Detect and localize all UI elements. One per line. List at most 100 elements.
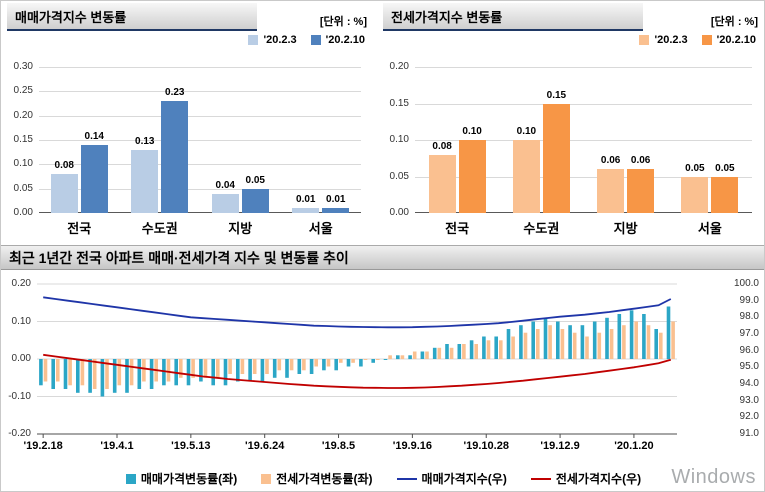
bar [585,336,589,359]
bar [617,314,622,359]
legend-line-swatch [530,477,551,480]
category-label: 수도권 [141,221,178,236]
bar [211,359,215,386]
bar [531,321,535,359]
bar [240,359,245,374]
panel-header: 전세가격지수 변동률 [단위 : %] [383,3,760,31]
y-axis-label: 0.05 [389,170,409,182]
bar-groups: 0.08 0.10 0.10 0.15 0.06 0.06 0.05 0.05 [415,67,752,213]
bar [359,359,363,367]
bar [88,359,92,393]
x-axis-label: '19.8.5 [321,440,356,452]
bar [92,359,97,389]
category-label: 서울 [697,221,722,236]
y-axis-label: 0.30 [13,61,33,72]
bar [68,359,72,386]
x-axis-label: '19.6.24 [245,440,285,452]
y-axis-label: 0.20 [389,61,409,72]
bar [346,359,351,367]
bar [265,359,269,374]
bar [326,359,331,367]
bar [56,359,60,382]
bar [474,344,478,359]
bar [494,336,498,359]
bar-group: 0.08 0.14 [39,67,120,213]
left-axis-label: 0.20 [11,278,31,289]
gridline [39,67,361,68]
category-label: 서울 [308,221,333,236]
bar-value-label: 0.06 [630,155,651,167]
legend-item: '20.2.10 [701,34,756,46]
bar-value-label: 0.05 [715,162,735,174]
bar [223,359,228,386]
bar [272,359,277,378]
x-axis-label: '19.12.9 [540,440,580,452]
windows-watermark: Windows [671,466,756,488]
bar: 0.23 [161,87,189,213]
left-axis-label: 0.10 [11,315,31,327]
legend-swatch [248,35,259,45]
legend-swatch [639,35,650,45]
bar [149,359,154,389]
trend-combo-chart: 0.20 0.10 0.00 -0.10 -0.20 100.0 99.0 98.0 97.0 9… [1,270,764,465]
x-axis-line [39,212,361,213]
bar: 0.08 [50,160,78,213]
bar [519,325,523,359]
bar [80,359,85,386]
sales-bar-chart: 0.00 0.05 0.10 0.15 0.20 0.25 0.30 0.08 0.14 0.13… [7,51,369,243]
bar [646,325,651,359]
y-axis-label: 0.00 [13,207,33,218]
y-axis-label: 0.15 [13,134,33,145]
bar-value-label: 0.23 [165,87,185,99]
bar [437,347,442,359]
bar [43,359,48,382]
sales-change-panel: 매매가격지수 변동률 [단위 : %] '20.2.3 '20.2.10 0.00… [7,3,369,243]
bar [580,325,585,359]
bar: 0.01 [292,194,320,213]
bar [339,359,343,363]
bar-group: 0.01 0.01 [281,67,362,213]
category-label: 전국 [67,221,92,236]
bar [592,321,597,359]
bar-group: 0.08 0.10 [415,67,499,213]
right-axis-label: 99.0 [739,294,759,306]
bar [314,359,318,367]
bar [445,344,449,359]
bar [277,359,282,371]
bar [400,355,405,360]
bar: 0.15 [542,90,570,213]
bar [511,336,515,359]
y-axis-label: 0.05 [13,182,33,194]
legend-item: 전세가격지수(우) [530,470,641,487]
gridline [39,188,361,190]
bar [125,359,129,393]
bar [486,340,491,360]
legend-item: '20.2.3 [639,34,688,46]
bar: 0.13 [131,136,159,213]
bar [137,359,142,389]
bar-value-label: 0.15 [546,89,567,101]
bar [408,355,412,360]
right-axis-label: 98.0 [739,311,759,323]
bar [536,329,540,359]
bar-value-label: 0.08 [54,160,74,172]
bar [302,359,306,371]
bar [383,359,388,360]
bar [634,321,638,359]
bar [642,314,646,359]
trend-section: 최근 1년간 전국 아파트 매매·전세가격 지수 및 변동률 추이 0.20 0.… [1,245,764,491]
legend-label: '20.2.3 [263,34,297,46]
right-axis-label: 91.0 [739,428,759,439]
bar: 0.14 [80,131,108,213]
line-series [43,296,672,329]
bar [609,329,614,359]
panel-title: 매매가격지수 변동률 [7,3,257,31]
plot-area: 0.08 0.14 0.13 0.23 0.04 0.05 0.01 0.01 [39,67,361,213]
bar: 0.10 [512,126,540,213]
right-axis-label: 95.0 [739,361,759,373]
bar: 0.04 [211,180,239,213]
bar [252,359,257,374]
gridline [39,140,361,141]
x-axis-label: '19.2.18 [23,440,63,452]
